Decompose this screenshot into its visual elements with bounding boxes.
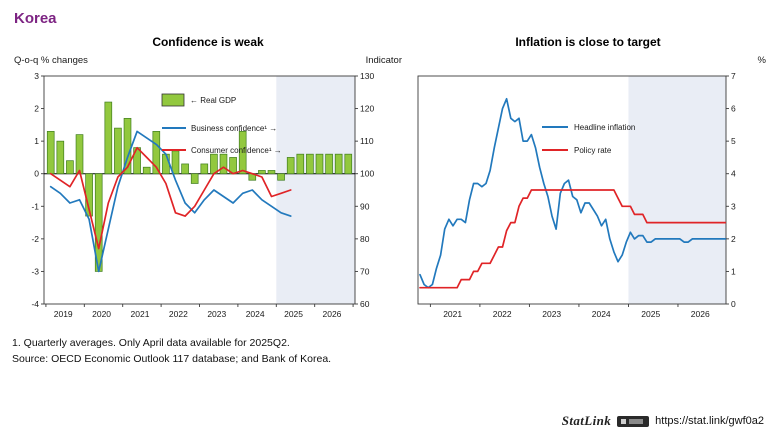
inflation-chart-panel: Inflation is close to target % 7 6 5 4 3 2 1 0 2… — [410, 35, 766, 328]
svg-text:6: 6 — [731, 104, 736, 114]
svg-text:0: 0 — [731, 299, 736, 309]
svg-text:1: 1 — [731, 266, 736, 276]
svg-text:60: 60 — [360, 299, 370, 309]
svg-text:2020: 2020 — [92, 309, 111, 319]
svg-text:2022: 2022 — [493, 309, 512, 319]
svg-text:80: 80 — [360, 234, 370, 244]
svg-text:3: 3 — [731, 201, 736, 211]
svg-text:2025: 2025 — [284, 309, 303, 319]
svg-text:2024: 2024 — [246, 309, 265, 319]
statlink-barcode-logo-icon — [617, 415, 650, 427]
svg-text:3: 3 — [34, 71, 39, 81]
left-axis-caption: Q-o-q % changes — [14, 55, 88, 66]
svg-text:1: 1 — [34, 136, 39, 146]
right-axis-caption: Indicator — [365, 55, 402, 66]
footnote-1: 1. Quarterly averages. Only April data a… — [12, 337, 290, 349]
footnote-source: Source: OECD Economic Outlook 117 databa… — [12, 352, 332, 365]
svg-text:2019: 2019 — [54, 309, 73, 319]
svg-text:2025: 2025 — [641, 309, 660, 319]
statlink-label: StatLink — [561, 413, 612, 428]
svg-text:110: 110 — [360, 136, 374, 146]
svg-text:7: 7 — [731, 71, 736, 81]
statlink-row: StatLink https://stat.link/gwf0a2 — [562, 413, 764, 429]
svg-text:5: 5 — [731, 136, 736, 146]
svg-text:-4: -4 — [31, 299, 39, 309]
svg-text:2: 2 — [731, 234, 736, 244]
svg-text:← Real GDP: ← Real GDP — [190, 96, 236, 105]
svg-text:-3: -3 — [31, 266, 39, 276]
svg-text:2022: 2022 — [169, 309, 188, 319]
confidence-chart: 3 2 1 0 -1 -2 -3 -4 130 120 110 100 90 80 70 60 2019 2020… — [31, 71, 374, 319]
right-axis-caption: % — [757, 55, 766, 66]
svg-text:2021: 2021 — [131, 309, 150, 319]
svg-text:2024: 2024 — [592, 309, 611, 319]
inflation-chart-title: Inflation is close to target — [515, 35, 661, 49]
page-title: Korea — [14, 10, 57, 27]
statlink-url[interactable]: https://stat.link/gwf0a2 — [655, 415, 764, 427]
svg-text:4: 4 — [731, 169, 736, 179]
svg-text:2021: 2021 — [443, 309, 462, 319]
svg-text:Headline inflation: Headline inflation — [574, 123, 635, 132]
confidence-chart-title: Confidence is weak — [152, 35, 264, 49]
svg-text:Policy rate: Policy rate — [574, 146, 612, 155]
confidence-chart-panel: Confidence is weak Q-o-q % changes Indic… — [14, 35, 402, 328]
footnotes: 1. Quarterly averages. Only April data a… — [12, 336, 770, 368]
svg-text:2026: 2026 — [691, 309, 710, 319]
svg-text:2023: 2023 — [207, 309, 226, 319]
svg-text:100: 100 — [360, 169, 374, 179]
svg-text:Business confidence¹ →: Business confidence¹ → — [191, 124, 277, 133]
svg-text:70: 70 — [360, 266, 370, 276]
svg-text:2023: 2023 — [542, 309, 561, 319]
svg-text:-1: -1 — [31, 201, 39, 211]
charts-row: Confidence is weak Q-o-q % changes Indic… — [10, 35, 770, 328]
svg-text:130: 130 — [360, 71, 374, 81]
svg-text:120: 120 — [360, 104, 374, 114]
inflation-chart: 7 6 5 4 3 2 1 0 2021 2022 2023 2024 2025 2026 Headline… — [417, 71, 736, 319]
svg-text:2026: 2026 — [323, 309, 342, 319]
svg-text:2: 2 — [34, 104, 39, 114]
svg-text:-2: -2 — [31, 234, 39, 244]
svg-text:90: 90 — [360, 201, 370, 211]
svg-text:Consumer confidence¹ →: Consumer confidence¹ → — [191, 146, 282, 155]
confidence-axis-captions: Q-o-q % changes Indicator — [14, 55, 402, 69]
svg-text:0: 0 — [34, 169, 39, 179]
inflation-axis-captions: % — [410, 55, 766, 69]
